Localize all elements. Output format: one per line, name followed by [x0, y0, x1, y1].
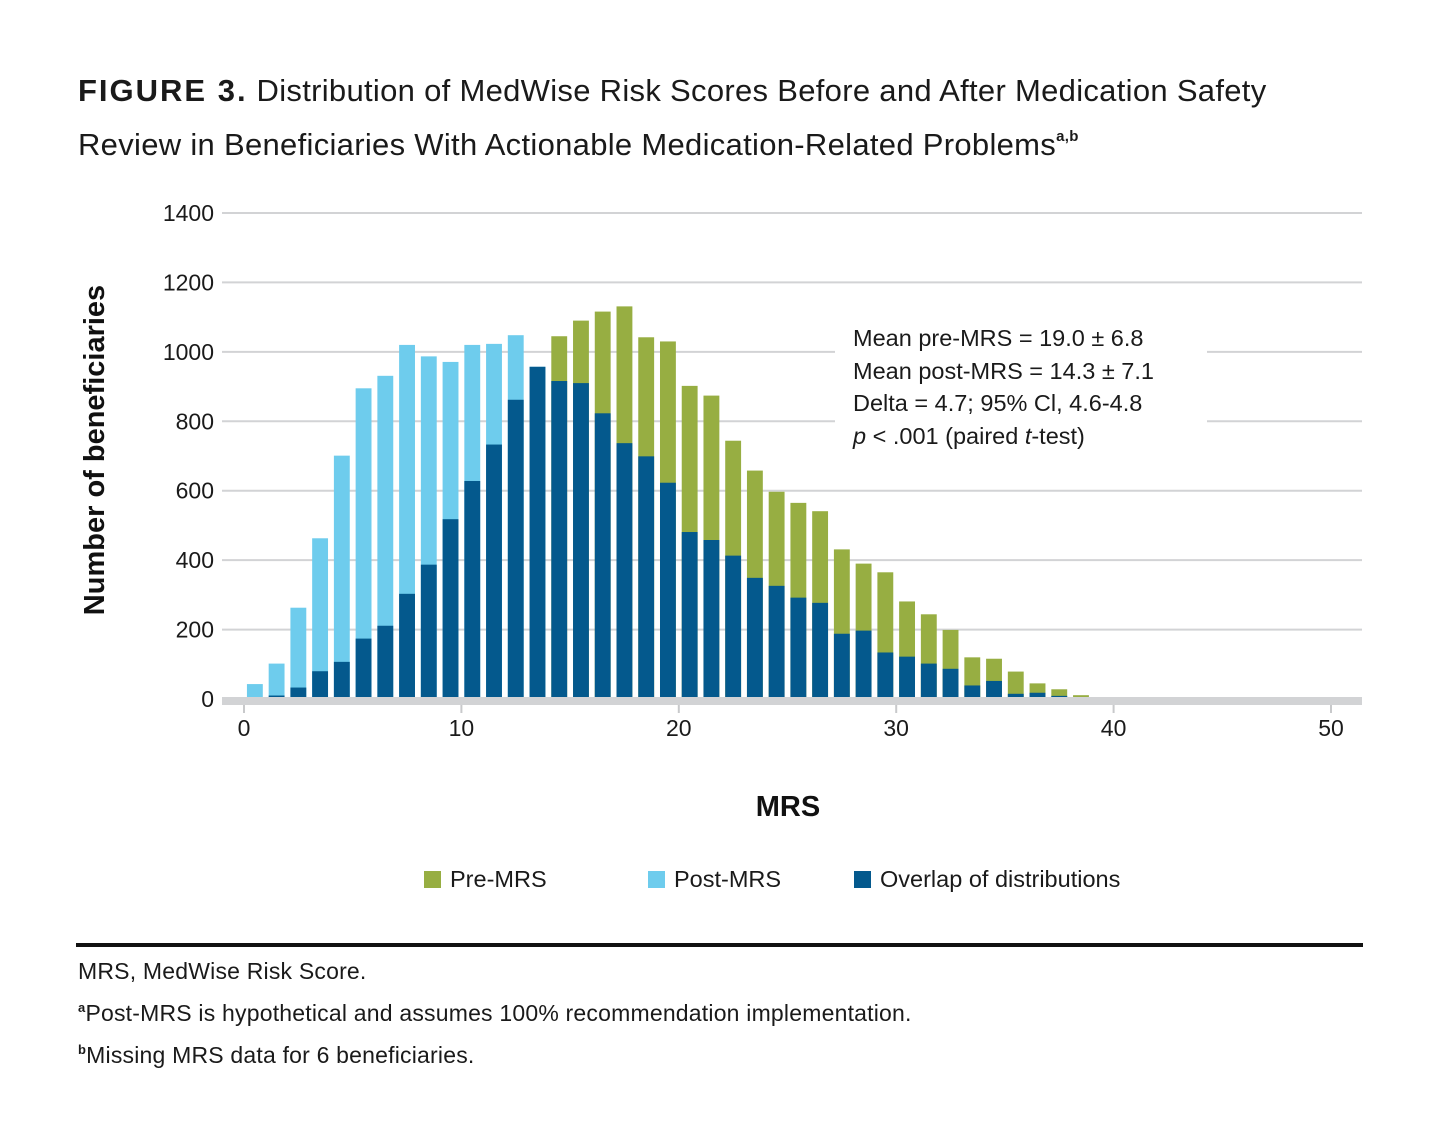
y-axis-title: Number of beneficiaries	[79, 285, 111, 615]
bar-overlap	[529, 366, 546, 699]
y-axis-ticks: 0 200 400 600 800 1000 1200 1400	[163, 200, 214, 712]
legend-swatch-pre	[424, 871, 441, 888]
annotation-line-4: p < .001 (paired t-test)	[853, 420, 1207, 453]
bar-overlap	[442, 519, 459, 699]
footnote-b-text: Missing MRS data for 6 beneficiaries.	[86, 1042, 475, 1068]
bar-overlap	[964, 685, 981, 699]
figure-label: FIGURE 3.	[78, 73, 248, 108]
footnote-a: aPost-MRS is hypothetical and assumes 10…	[78, 1000, 912, 1027]
annotation-line-1: Mean pre-MRS = 19.0 ± 6.8	[853, 325, 1144, 351]
bar-pre-mrs	[1007, 671, 1024, 699]
title-superscript: a,b	[1056, 128, 1079, 145]
bar-overlap	[638, 456, 655, 699]
bar-overlap	[377, 625, 394, 699]
y-tick-label: 200	[176, 617, 214, 643]
bar-overlap	[768, 585, 785, 699]
bar-overlap	[746, 577, 763, 699]
legend-label-pre: Pre-MRS	[450, 866, 547, 892]
bar-overlap	[1029, 692, 1046, 699]
bar-overlap	[594, 413, 611, 699]
x-axis: 0 10 20 30 40 50	[222, 697, 1362, 741]
bars	[246, 306, 1111, 699]
footnote-abbreviation: MRS, MedWise Risk Score.	[78, 958, 367, 984]
p-symbol: p	[853, 422, 867, 449]
bar-overlap	[312, 671, 329, 699]
bar-post-mrs	[312, 538, 329, 699]
bar-post-mrs	[377, 375, 394, 699]
bar-overlap	[333, 661, 350, 699]
footnote-b: bMissing MRS data for 6 beneficiaries.	[78, 1042, 475, 1069]
bar-overlap	[812, 602, 829, 699]
p-value-text: < .001 (paired	[866, 422, 1025, 449]
x-tick-label: 0	[238, 715, 251, 741]
bar-overlap	[877, 652, 894, 699]
bar-post-mrs	[333, 455, 350, 699]
title-line-1: Distribution of MedWise Risk Scores Befo…	[256, 73, 1267, 108]
legend-item-overlap: Overlap of distributions	[854, 866, 1120, 893]
x-tick-label: 30	[883, 715, 909, 741]
bar-overlap	[551, 381, 568, 699]
bar-overlap	[420, 564, 437, 699]
bar-overlap	[486, 444, 502, 699]
bar-overlap	[899, 656, 916, 699]
y-tick-label: 1400	[163, 200, 214, 226]
legend-label-post: Post-MRS	[674, 866, 782, 892]
annotation-line-2: Mean post-MRS = 14.3 ± 7.1	[853, 357, 1154, 384]
x-tick-label: 20	[666, 715, 692, 741]
footnote-a-text: Post-MRS is hypothetical and assumes 100…	[85, 1000, 912, 1026]
statistics-annotation: Mean pre-MRS = 19.0 ± 6.8 Mean post-MRS …	[835, 322, 1207, 452]
bar-post-mrs	[355, 388, 372, 699]
y-tick-label: 1000	[163, 339, 214, 365]
bar-overlap	[659, 482, 676, 699]
bar-overlap	[920, 663, 937, 699]
legend-swatch-post	[648, 871, 665, 888]
x-tick-label: 40	[1101, 715, 1127, 741]
bar-overlap	[355, 638, 372, 699]
bar-overlap	[833, 633, 850, 699]
bar-post-mrs	[290, 607, 307, 699]
legend: Pre-MRS Post-MRS Overlap of distribution…	[424, 866, 1120, 893]
y-tick-label: 0	[201, 686, 214, 712]
test-text: -test)	[1031, 422, 1085, 449]
legend-item-pre-mrs: Pre-MRS	[424, 866, 648, 893]
bar-overlap	[573, 383, 589, 699]
bar-overlap	[725, 555, 742, 699]
bar-overlap	[507, 399, 524, 699]
bar-overlap	[986, 680, 1002, 699]
y-tick-label: 600	[176, 478, 214, 504]
bar-overlap	[855, 630, 872, 699]
bar-overlap	[703, 540, 720, 699]
bar-overlap	[942, 668, 959, 699]
legend-item-post-mrs: Post-MRS	[648, 866, 854, 893]
bar-post-mrs	[246, 684, 263, 699]
bar-overlap	[290, 687, 307, 699]
x-axis-baseline	[222, 697, 1362, 705]
figure-title: FIGURE 3. Distribution of MedWise Risk S…	[78, 68, 1378, 168]
bar-overlap	[616, 443, 633, 699]
y-tick-label: 1200	[163, 269, 214, 295]
bar-overlap	[464, 480, 481, 699]
y-tick-label: 400	[176, 547, 214, 573]
footnote-a-mark: a	[78, 1000, 86, 1015]
y-tick-label: 800	[176, 408, 214, 434]
legend-swatch-overlap	[854, 871, 871, 888]
bar-overlap	[1007, 693, 1024, 699]
bar-overlap	[681, 532, 698, 699]
bar-overlap	[399, 593, 415, 699]
bar-post-mrs	[268, 663, 285, 699]
annotation-line-3: Delta = 4.7; 95% Cl, 4.6-4.8	[853, 390, 1143, 416]
title-line-2: Review in Beneficiaries With Actionable …	[78, 127, 1057, 162]
x-tick-label: 50	[1318, 715, 1344, 741]
footnote-b-mark: b	[78, 1042, 87, 1057]
t-symbol: t	[1024, 422, 1032, 449]
bar-pre-mrs	[1051, 689, 1068, 699]
x-tick-label: 10	[449, 715, 475, 741]
bar-overlap	[790, 597, 807, 699]
x-axis-title: MRS	[756, 791, 820, 823]
footnote-divider	[76, 943, 1363, 947]
legend-label-overlap: Overlap of distributions	[880, 866, 1121, 892]
